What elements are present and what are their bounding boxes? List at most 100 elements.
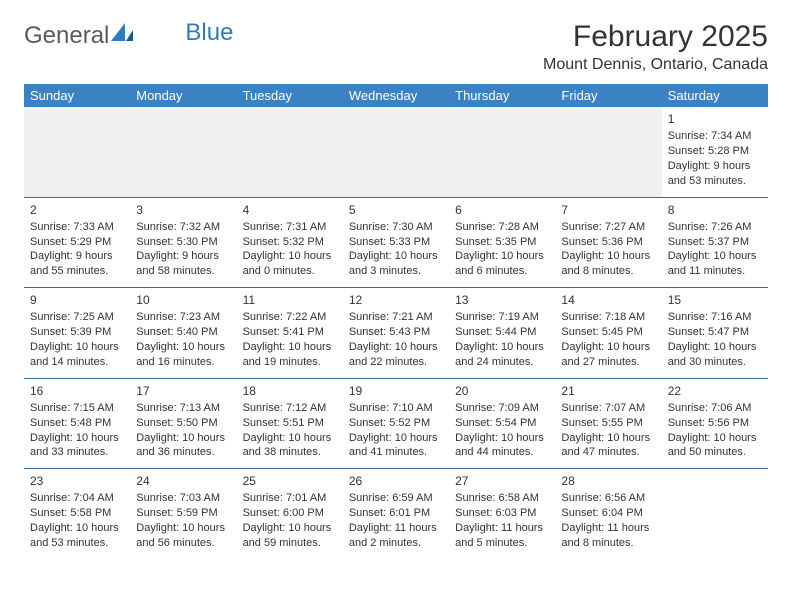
daylight-text: Daylight: 10 hours and 8 minutes. (561, 249, 655, 279)
sunset-text: Sunset: 6:00 PM (243, 506, 337, 521)
sunset-text: Sunset: 5:37 PM (668, 235, 762, 250)
calendar-day-cell: 25Sunrise: 7:01 AMSunset: 6:00 PMDayligh… (237, 469, 343, 559)
sunset-text: Sunset: 5:47 PM (668, 325, 762, 340)
daylight-text: Daylight: 10 hours and 44 minutes. (455, 431, 549, 461)
sail-icon (111, 20, 133, 48)
sunrise-text: Sunrise: 6:59 AM (349, 491, 443, 506)
sunrise-text: Sunrise: 7:26 AM (668, 220, 762, 235)
day-number: 16 (30, 383, 124, 399)
daylight-text: Daylight: 10 hours and 6 minutes. (455, 249, 549, 279)
day-number: 10 (136, 292, 230, 308)
daylight-text: Daylight: 11 hours and 2 minutes. (349, 521, 443, 551)
daylight-text: Daylight: 10 hours and 14 minutes. (30, 340, 124, 370)
daylight-text: Daylight: 10 hours and 22 minutes. (349, 340, 443, 370)
sunset-text: Sunset: 5:39 PM (30, 325, 124, 340)
sunrise-text: Sunrise: 7:07 AM (561, 401, 655, 416)
sunrise-text: Sunrise: 7:22 AM (243, 310, 337, 325)
sunset-text: Sunset: 6:01 PM (349, 506, 443, 521)
day-number: 1 (668, 111, 762, 127)
calendar-week-row: 2Sunrise: 7:33 AMSunset: 5:29 PMDaylight… (24, 197, 768, 288)
sunset-text: Sunset: 6:04 PM (561, 506, 655, 521)
sunrise-text: Sunrise: 7:31 AM (243, 220, 337, 235)
daylight-text: Daylight: 10 hours and 30 minutes. (668, 340, 762, 370)
sunset-text: Sunset: 5:32 PM (243, 235, 337, 250)
sunset-text: Sunset: 5:59 PM (136, 506, 230, 521)
calendar-day-cell: 7Sunrise: 7:27 AMSunset: 5:36 PMDaylight… (555, 197, 661, 288)
weekday-header: Sunday (24, 84, 130, 107)
weekday-header: Saturday (662, 84, 768, 107)
calendar-day-cell: 12Sunrise: 7:21 AMSunset: 5:43 PMDayligh… (343, 288, 449, 379)
day-number: 9 (30, 292, 124, 308)
sunset-text: Sunset: 5:58 PM (30, 506, 124, 521)
day-number: 23 (30, 473, 124, 489)
calendar-day-cell: 6Sunrise: 7:28 AMSunset: 5:35 PMDaylight… (449, 197, 555, 288)
sunrise-text: Sunrise: 7:04 AM (30, 491, 124, 506)
daylight-text: Daylight: 10 hours and 41 minutes. (349, 431, 443, 461)
daylight-text: Daylight: 10 hours and 11 minutes. (668, 249, 762, 279)
calendar-day-cell: 27Sunrise: 6:58 AMSunset: 6:03 PMDayligh… (449, 469, 555, 559)
calendar-day-cell: 26 Sunrise: 6:59 AMSunset: 6:01 PMDayligh… (343, 469, 449, 559)
calendar-day-cell: 20Sunrise: 7:09 AMSunset: 5:54 PMDayligh… (449, 378, 555, 469)
weekday-header-row: Sunday Monday Tuesday Wednesday Thursday… (24, 84, 768, 107)
calendar-week-row: 9Sunrise: 7:25 AMSunset: 5:39 PMDaylight… (24, 288, 768, 379)
sunrise-text: Sunrise: 7:23 AM (136, 310, 230, 325)
sunrise-text: Sunrise: 7:16 AM (668, 310, 762, 325)
header: General Blue February 2025 Mount Dennis,… (24, 20, 768, 74)
sunset-text: Sunset: 5:36 PM (561, 235, 655, 250)
daylight-text: Daylight: 11 hours and 5 minutes. (455, 521, 549, 551)
sunrise-text: Sunrise: 6:56 AM (561, 491, 655, 506)
month-title: February 2025 (543, 20, 768, 54)
daylight-text: Daylight: 9 hours and 58 minutes. (136, 249, 230, 279)
calendar-table: Sunday Monday Tuesday Wednesday Thursday… (24, 84, 768, 559)
sunrise-text: Sunrise: 7:34 AM (668, 129, 762, 144)
day-number: 15 (668, 292, 762, 308)
day-number: 4 (243, 202, 337, 218)
daylight-text: Daylight: 11 hours and 8 minutes. (561, 521, 655, 551)
day-number: 14 (561, 292, 655, 308)
day-number: 13 (455, 292, 549, 308)
sunrise-text: Sunrise: 7:13 AM (136, 401, 230, 416)
calendar-day-cell (237, 107, 343, 197)
calendar-day-cell (343, 107, 449, 197)
sunset-text: Sunset: 5:43 PM (349, 325, 443, 340)
weekday-header: Monday (130, 84, 236, 107)
sunrise-text: Sunrise: 7:18 AM (561, 310, 655, 325)
sunset-text: Sunset: 5:48 PM (30, 416, 124, 431)
sunset-text: Sunset: 5:44 PM (455, 325, 549, 340)
calendar-day-cell: 14Sunrise: 7:18 AMSunset: 5:45 PMDayligh… (555, 288, 661, 379)
calendar-day-cell: 11Sunrise: 7:22 AMSunset: 5:41 PMDayligh… (237, 288, 343, 379)
calendar-day-cell: 23Sunrise: 7:04 AMSunset: 5:58 PMDayligh… (24, 469, 130, 559)
day-number: 12 (349, 292, 443, 308)
sunset-text: Sunset: 5:54 PM (455, 416, 549, 431)
calendar-day-cell (130, 107, 236, 197)
daylight-text: Daylight: 9 hours and 55 minutes. (30, 249, 124, 279)
calendar-week-row: 23 Sunrise: 7:04 AMSunset: 5:58 PM Dayligh… (24, 469, 768, 559)
calendar-day-cell: 8Sunrise: 7:26 AMSunset: 5:37 PMDaylight… (662, 197, 768, 288)
day-number: 6 (455, 202, 549, 218)
calendar-day-cell: 18Sunrise: 7:12 AMSunset: 5:51 PMDayligh… (237, 378, 343, 469)
sunrise-text: Sunrise: 7:25 AM (30, 310, 124, 325)
logo-text-general: General (24, 22, 109, 50)
day-number: 11 (243, 292, 337, 308)
daylight-text: Daylight: 10 hours and 16 minutes. (136, 340, 230, 370)
sunset-text: Sunset: 5:30 PM (136, 235, 230, 250)
calendar-day-cell: 28Sunrise: 6:56 AMSunset: 6:04 PMDayligh… (555, 469, 661, 559)
sunrise-text: Sunrise: 7:32 AM (136, 220, 230, 235)
sunrise-text: Sunrise: 7:27 AM (561, 220, 655, 235)
sunrise-text: Sunrise: 7:10 AM (349, 401, 443, 416)
sunrise-text: Sunrise: 6:58 AM (455, 491, 549, 506)
daylight-text: Daylight: 10 hours and 50 minutes. (668, 431, 762, 461)
sunrise-text: Sunrise: 7:28 AM (455, 220, 549, 235)
weekday-header: Tuesday (237, 84, 343, 107)
sunset-text: Sunset: 5:28 PM (668, 144, 762, 159)
daylight-text: Daylight: 10 hours and 47 minutes. (561, 431, 655, 461)
daylight-text: Daylight: 10 hours and 33 minutes. (30, 431, 124, 461)
daylight-text: Daylight: 10 hours and 3 minutes. (349, 249, 443, 279)
day-number: 18 (243, 383, 337, 399)
weekday-header: Friday (555, 84, 661, 107)
day-number: 26 (349, 473, 443, 489)
daylight-text: Daylight: 10 hours and 0 minutes. (243, 249, 337, 279)
calendar-day-cell: 13Sunrise: 7:19 AMSunset: 5:44 PMDayligh… (449, 288, 555, 379)
sunset-text: Sunset: 6:03 PM (455, 506, 549, 521)
sunset-text: Sunset: 5:50 PM (136, 416, 230, 431)
